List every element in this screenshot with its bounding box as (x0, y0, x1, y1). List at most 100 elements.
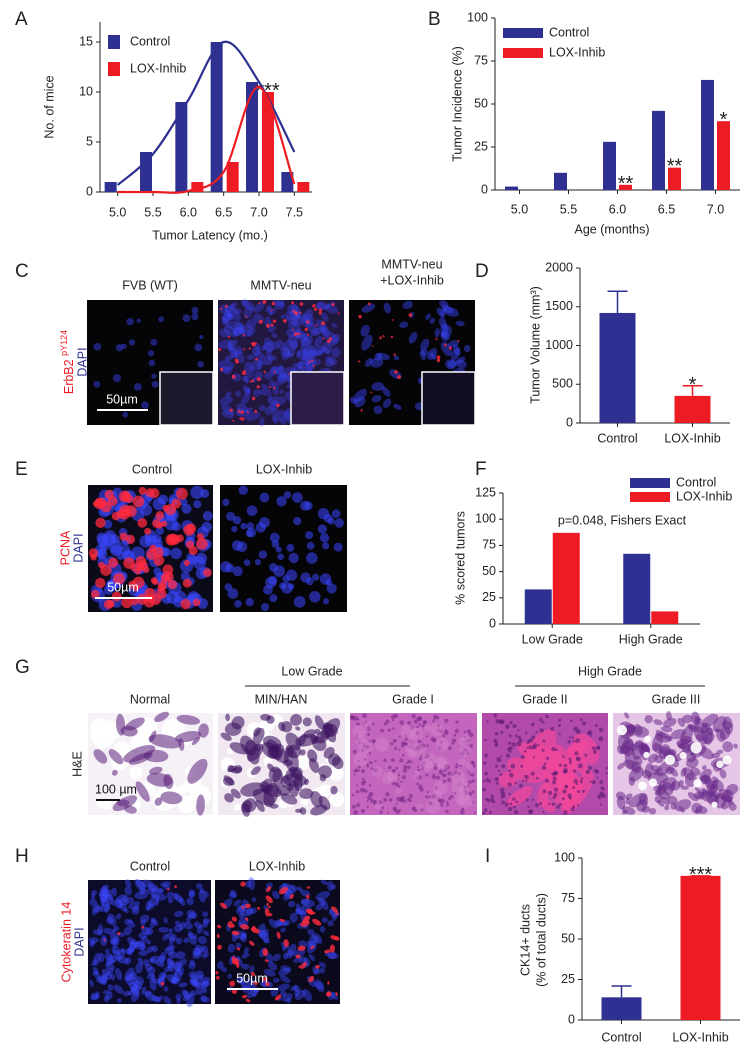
texture-spot (500, 793, 506, 799)
texture-spot (245, 739, 260, 765)
texture-spot (392, 738, 397, 743)
texture-spot (385, 719, 390, 724)
texture-spot (151, 373, 157, 379)
bar (701, 79, 714, 190)
texture-spot (300, 335, 313, 351)
texture-spot (484, 738, 487, 742)
texture-spot (246, 530, 253, 537)
texture-spot (361, 777, 365, 781)
texture-spot (182, 314, 191, 323)
texture-spot (219, 307, 223, 310)
texture-spot (399, 720, 405, 725)
texture-spot (141, 925, 145, 929)
column-label: Grade I (392, 692, 434, 706)
texture-spot (259, 492, 270, 503)
texture-spot (558, 802, 563, 807)
texture-spot (568, 760, 572, 764)
texture-spot (131, 977, 139, 988)
texture-spot (458, 758, 466, 766)
texture-spot (196, 924, 204, 934)
texture-spot (378, 800, 383, 805)
texture-spot (299, 311, 302, 314)
texture-spot (202, 919, 209, 928)
texture-spot (186, 897, 195, 905)
texture-spot (357, 765, 361, 769)
texture-spot (624, 712, 630, 719)
texture-spot (395, 787, 402, 794)
texture-spot (188, 971, 199, 979)
texture-spot (482, 811, 486, 815)
texture-spot (264, 316, 272, 328)
texture-spot (360, 748, 365, 752)
texture-spot (443, 730, 449, 735)
texture-spot (320, 312, 329, 322)
y-tick-label: 1000 (545, 338, 573, 352)
texture-spot (191, 736, 201, 746)
texture-spot (455, 320, 465, 327)
texture-spot (387, 728, 391, 732)
texture-spot (312, 573, 320, 581)
texture-spot (542, 810, 545, 814)
texture-spot (124, 879, 132, 888)
texture-spot (258, 550, 268, 559)
texture-spot (166, 946, 175, 952)
column-label: Control (132, 462, 172, 476)
texture-spot (261, 384, 269, 389)
texture-spot (433, 761, 439, 767)
texture-spot (722, 741, 734, 753)
texture-spot (134, 878, 147, 892)
texture-spot (196, 794, 205, 816)
texture-spot (243, 947, 250, 955)
texture-spot (447, 360, 457, 368)
texture-spot (90, 589, 100, 599)
texture-spot (283, 491, 292, 499)
texture-spot (573, 779, 578, 784)
x-tick-label: High Grade (619, 632, 683, 646)
texture-spot (150, 917, 159, 926)
texture-spot (690, 742, 702, 754)
texture-spot (219, 328, 231, 338)
panel-c-overlays: FVB (WT) MMTV-neu MMTV-neu +LOX-Inhib Er… (59, 257, 476, 426)
texture-spot (295, 726, 301, 731)
texture-spot (90, 992, 99, 1001)
texture-spot (258, 302, 261, 305)
texture-spot (131, 988, 140, 994)
texture-spot (358, 740, 362, 745)
texture-spot (328, 337, 333, 341)
texture-spot (193, 921, 202, 929)
texture-spot (325, 355, 338, 366)
y-tick-label: 75 (561, 891, 575, 905)
y-axis-label: (% of total ducts) (534, 893, 548, 987)
texture-spot (407, 765, 411, 770)
texture-spot (125, 948, 132, 955)
bar (680, 875, 721, 1020)
texture-spot (121, 343, 127, 350)
texture-spot (697, 746, 714, 760)
texture-spot (419, 787, 424, 792)
texture-spot (373, 740, 376, 743)
texture-spot (137, 957, 144, 965)
texture-spot (425, 795, 429, 799)
texture-spot (262, 300, 267, 304)
texture-spot (104, 948, 110, 954)
texture-spot (174, 910, 184, 918)
texture-spot (253, 301, 266, 314)
texture-spot (593, 768, 598, 773)
texture-spot (574, 751, 579, 756)
texture-spot (92, 929, 103, 936)
bar (623, 553, 651, 624)
texture-spot (426, 348, 438, 360)
texture-spot (407, 759, 412, 764)
texture-spot (229, 742, 249, 755)
texture-spot (397, 785, 401, 788)
texture-spot (295, 755, 311, 770)
texture-spot (127, 947, 135, 954)
texture-spot (231, 374, 236, 379)
texture-spot (505, 724, 510, 730)
panel-e-images (88, 485, 347, 612)
texture-spot (431, 774, 436, 780)
texture-spot (699, 768, 712, 781)
texture-spot (189, 990, 198, 996)
texture-spot (126, 317, 134, 326)
texture-spot (425, 313, 431, 320)
